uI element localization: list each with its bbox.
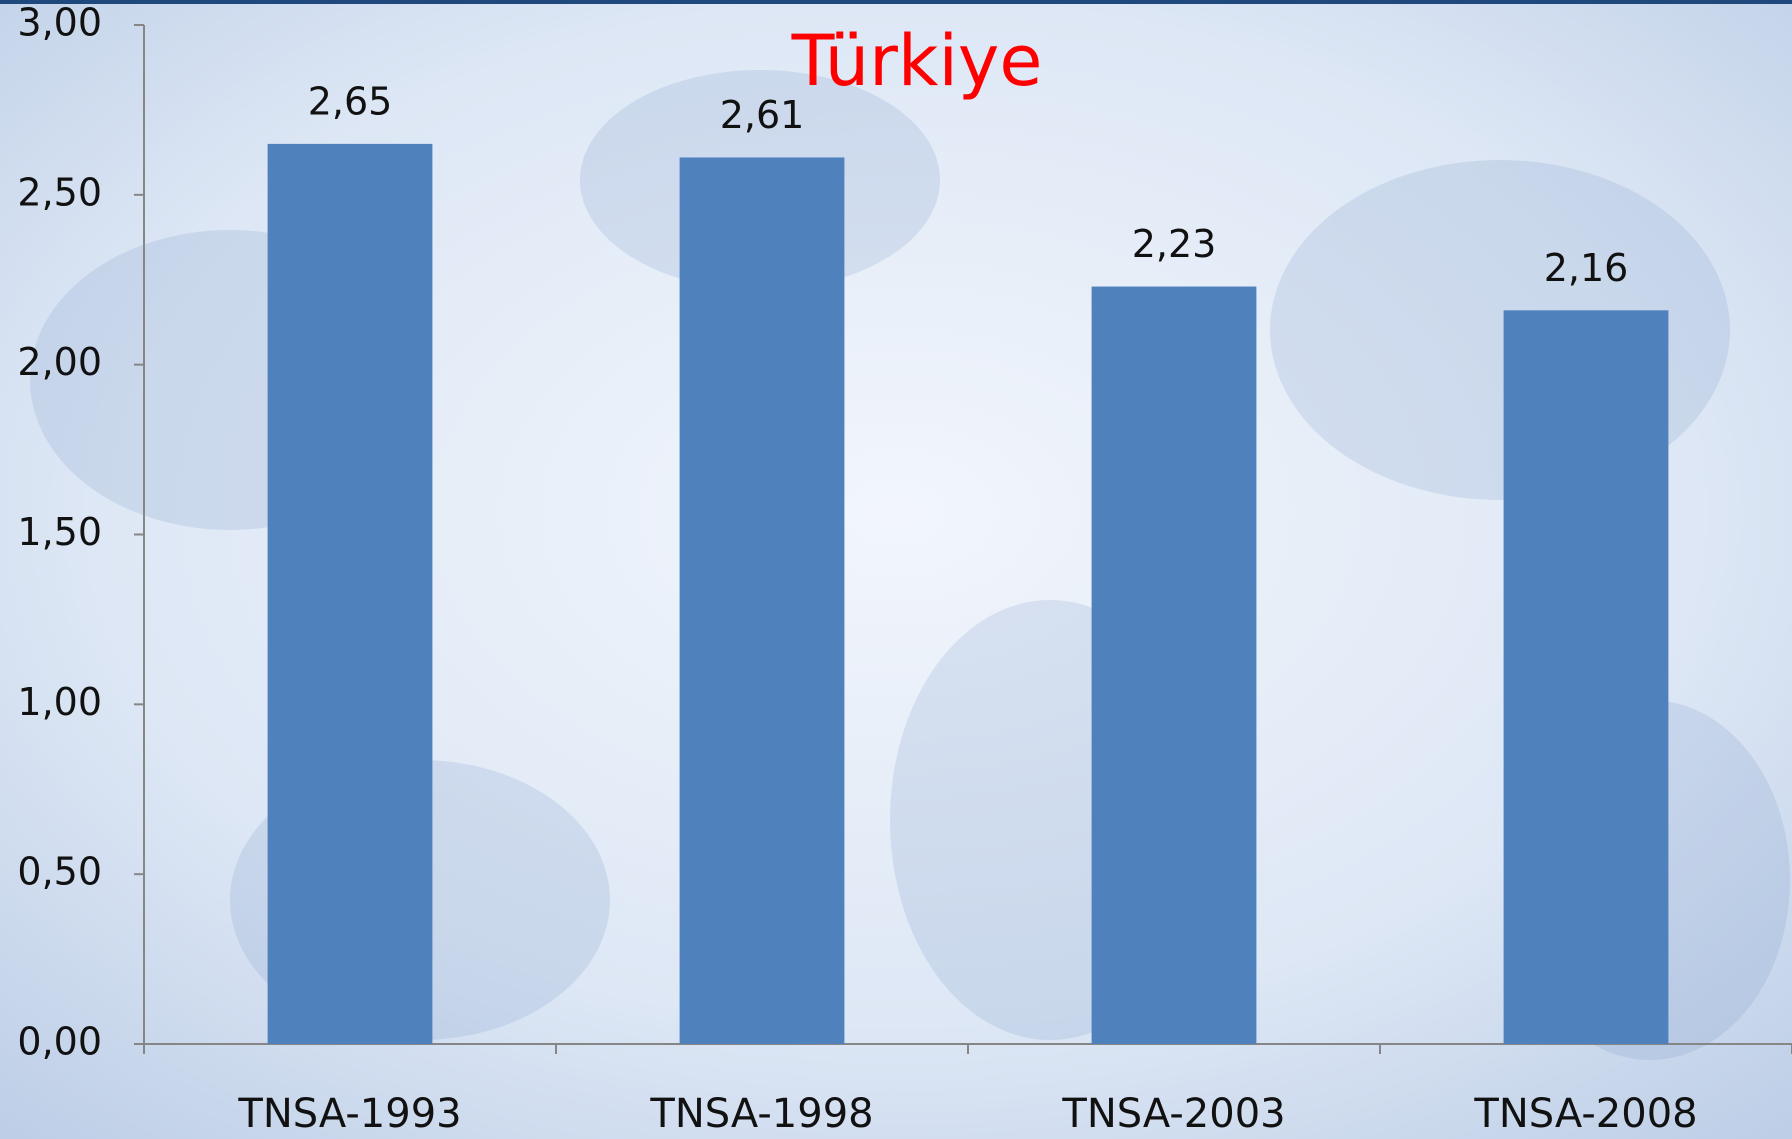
x-tick-label: TNSA-1993 [237,1091,461,1137]
x-tick-label: TNSA-2008 [1473,1091,1697,1137]
y-tick-label: 2,50 [17,170,102,214]
y-tick-label: 0,50 [17,850,102,894]
value-label: 2,23 [1132,222,1217,266]
value-label: 2,16 [1544,246,1629,290]
bar [679,157,845,1045]
value-label: 2,65 [308,79,393,123]
y-tick-label: 2,00 [17,340,102,384]
chart-title: Türkiye [791,20,1043,102]
y-tick-label: 0,00 [17,1020,102,1064]
bar [267,143,433,1045]
bar [1503,310,1669,1044]
y-tick-label: 1,50 [17,510,102,554]
y-tick-label: 3,00 [17,1,102,45]
x-tick-label: TNSA-1998 [649,1091,873,1137]
y-tick-label: 1,00 [17,680,102,724]
bar [1091,286,1257,1044]
top-border [0,0,1792,4]
x-tick-label: TNSA-2003 [1061,1091,1285,1137]
value-label: 2,61 [720,93,805,137]
